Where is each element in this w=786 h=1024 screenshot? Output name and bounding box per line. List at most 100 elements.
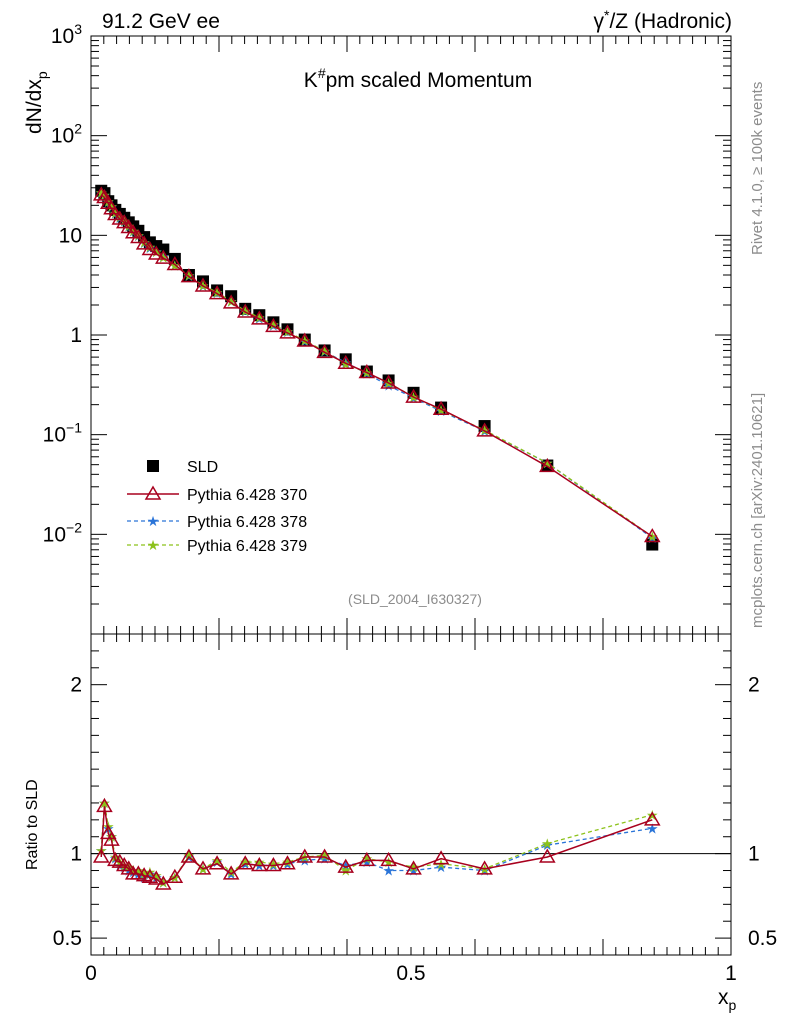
ratio-point-p370 (279, 855, 296, 870)
y-tick-label-base: 10 (43, 523, 66, 546)
main-y-axis-label: dN/dxp (23, 71, 50, 134)
main-plot-title: K#pm scaled Momentum (304, 65, 532, 92)
main-point-sld (211, 284, 224, 297)
ratio-point-p370 (147, 870, 165, 885)
main-point-p370 (265, 317, 282, 333)
legend: SLD Pythia 6.428 370 ★ Pythia 6.428 378 … (127, 459, 307, 555)
main-point-p379: ★ (281, 324, 294, 340)
ratio-x-ticks (90, 634, 732, 955)
ratio-x-tick-labels: 0 0.5 1 (85, 962, 737, 985)
ratio-point-p379: ★ (225, 864, 238, 880)
main-point-p370 (222, 294, 240, 309)
title-rest: pm scaled Momentum (326, 69, 533, 92)
xlabel-sub: p (729, 997, 737, 1013)
title-main: K (304, 69, 318, 92)
main-y-ticks (91, 40, 731, 635)
ratio-point-p370 (476, 860, 493, 875)
ratio-series-group: ★★★★★★★★★★★★★★★★★ ★★★ ★ ★ ★ ★ ★ ★ ★★ ★ ★ ★★★★★★★★★★… (92, 795, 661, 890)
ratio-point-p379: ★ (361, 851, 374, 867)
ratio-line-p370 (100, 806, 653, 885)
xlabel-main: x (718, 986, 729, 1009)
ratio-point-p379: ★ (98, 795, 111, 811)
ratio-point-p378: ★ (98, 795, 111, 811)
main-point-p370 (405, 388, 422, 403)
rivet-version-label: Rivet 4.1.0, ≥ 100k events (749, 82, 766, 255)
ratio-point-p379: ★ (150, 868, 163, 884)
main-point-p370 (124, 224, 142, 239)
main-point-p370 (147, 245, 165, 260)
ylabel-sub: p (34, 71, 50, 79)
ratio-point-p370 (194, 860, 212, 875)
ratio-point-p379: ★ (281, 854, 294, 870)
legend-label-p378: Pythia 6.428 378 (187, 514, 307, 531)
main-point-p379: ★ (253, 309, 266, 325)
y-tick-label-exp: 3 (74, 21, 82, 37)
header-right-label: γ*/Z (Hadronic) (594, 7, 732, 33)
y-tick-label: 10−2 (43, 519, 83, 546)
ratio-point-p370 (296, 848, 314, 863)
main-point-p370 (92, 186, 110, 201)
x-tick-label: 0.5 (396, 962, 425, 985)
y-tick-label-base: 10 (51, 125, 74, 148)
main-point-p370 (180, 268, 198, 283)
x-tick-label: 1 (725, 962, 737, 985)
main-line-p379 (100, 192, 653, 538)
legend-marker-p379: ★ (147, 537, 160, 553)
ratio-line-p379 (100, 802, 653, 884)
ratio-y-tick-label-left: 1 (70, 843, 82, 866)
ratio-point-p379: ★ (407, 859, 420, 875)
main-point-p370 (236, 303, 254, 318)
ratio-y-tick-label-right: 2 (748, 674, 760, 697)
legend-entry-p378: ★ Pythia 6.428 378 (127, 513, 307, 531)
ratio-point-p370 (380, 851, 397, 867)
ratio-y-ticks: 0.5 0.5 1 1 2 2 (53, 633, 777, 956)
legend-label-p379: Pythia 6.428 379 (187, 538, 307, 555)
y-tick-label: 10 (59, 224, 82, 247)
ratio-point-p370 (337, 858, 355, 873)
main-point-p370 (539, 457, 556, 473)
main-point-p379: ★ (239, 303, 252, 319)
main-point-p370 (166, 255, 184, 271)
ratio-point-p370 (107, 851, 124, 867)
legend-entry-p370: Pythia 6.428 370 (127, 485, 307, 504)
ratio-y-axis-label: Ratio to SLD (24, 779, 41, 870)
header-gamma: γ (594, 10, 605, 33)
legend-label-sld: SLD (187, 459, 218, 476)
ylabel-main: dN/dx (23, 79, 46, 134)
legend-marker-sld (147, 460, 159, 472)
ratio-y-tick-label-left: 0.5 (53, 927, 82, 950)
ratio-point-p370 (643, 811, 661, 826)
ratio-point-p370 (96, 797, 113, 813)
ratio-point-p370 (208, 855, 226, 870)
ratio-point-p378: ★ (541, 837, 554, 853)
main-point-p370 (130, 229, 147, 244)
legend-marker-p370 (144, 485, 162, 500)
legend-label-p370: Pythia 6.428 370 (187, 487, 307, 504)
header-right-rest: /Z (Hadronic) (609, 10, 732, 33)
main-point-p370 (643, 528, 661, 543)
ratio-point-p370 (180, 848, 198, 863)
ratio-y-tick-label-right: 1 (748, 843, 760, 866)
ratio-point-p370 (155, 875, 172, 890)
main-point-p370 (155, 249, 172, 264)
main-point-p370 (358, 364, 376, 379)
ratio-point-p370 (166, 868, 184, 884)
ratio-point-p370 (103, 831, 120, 846)
main-point-p370 (380, 374, 397, 389)
main-point-p370 (337, 354, 355, 370)
y-tick-label-base: 10 (51, 25, 74, 48)
main-point-p379: ★ (541, 455, 554, 471)
ratio-line-p378 (100, 802, 653, 884)
main-point-p370 (316, 343, 333, 359)
ratio-point-p379: ★ (138, 866, 151, 882)
ratio-point-p378: ★ (382, 863, 395, 879)
y-tick-label-exp: 2 (74, 121, 82, 137)
main-point-p370 (432, 400, 450, 415)
main-point-p370 (141, 241, 159, 256)
main-point-p370 (476, 422, 493, 437)
ratio-point-p370 (316, 848, 333, 863)
ratio-point-p379: ★ (253, 854, 266, 870)
y-tick-label-base: 10 (59, 224, 82, 247)
y-tick-label: 102 (51, 121, 82, 148)
